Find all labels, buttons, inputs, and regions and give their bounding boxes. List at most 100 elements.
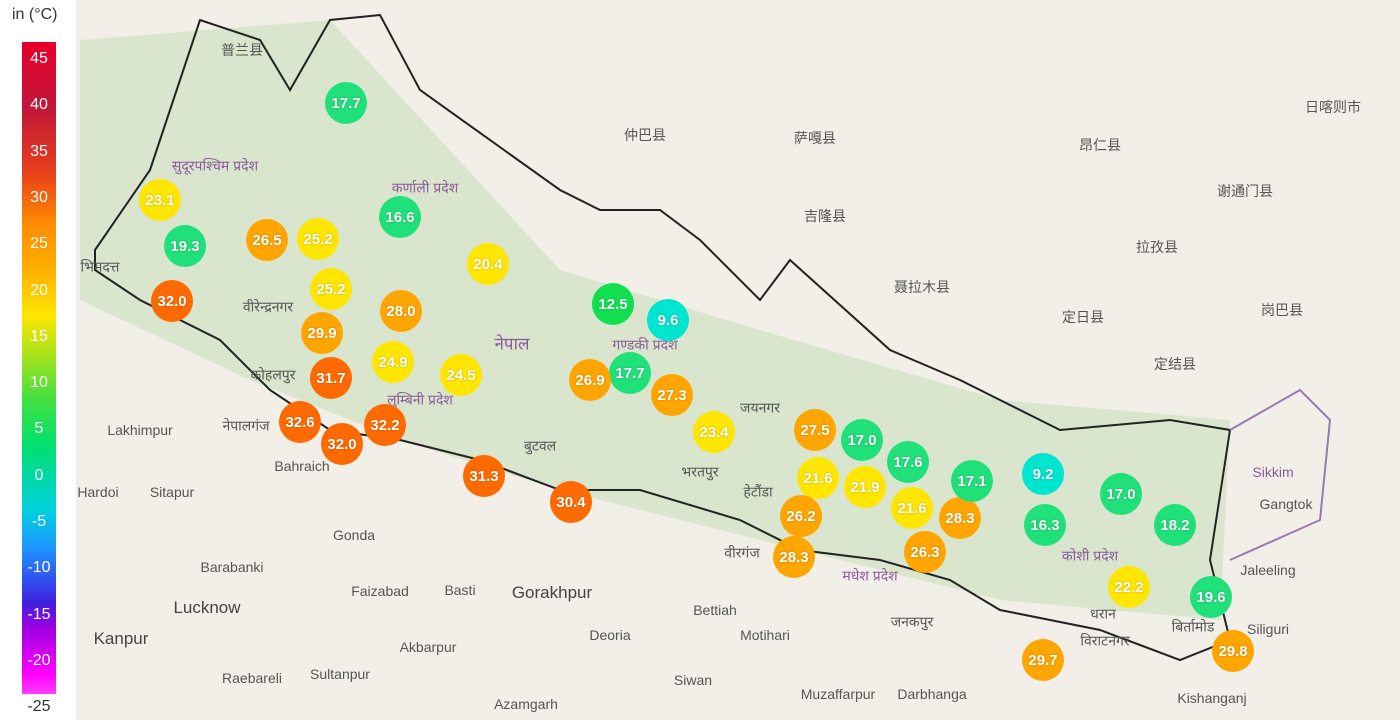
legend-tick: -25 bbox=[22, 698, 56, 717]
station-temperature-marker[interactable]: 28.3 bbox=[939, 497, 981, 539]
station-temperature-marker[interactable]: 32.0 bbox=[321, 423, 363, 465]
place-label: Kishanganj bbox=[1177, 690, 1247, 706]
legend-tick: 35 bbox=[30, 142, 48, 160]
place-label: Sultanpur bbox=[310, 666, 370, 682]
place-label: धरान bbox=[1090, 605, 1116, 622]
station-temperature-marker[interactable]: 31.3 bbox=[463, 455, 505, 497]
place-label: Barabanki bbox=[200, 559, 264, 575]
place-label: Sitapur bbox=[149, 484, 195, 500]
station-temperature-marker[interactable]: 21.9 bbox=[844, 466, 886, 508]
station-temperature-marker[interactable]: 29.9 bbox=[301, 312, 343, 354]
place-label: 吉隆县 bbox=[804, 208, 846, 224]
place-label: Gonda bbox=[332, 527, 376, 543]
place-label: विराटनगर bbox=[1080, 632, 1130, 649]
place-label: 昂仁县 bbox=[1079, 137, 1121, 153]
station-temperature-marker[interactable]: 17.0 bbox=[841, 419, 883, 461]
station-temperature-marker[interactable]: 23.4 bbox=[693, 411, 735, 453]
place-label: Muzaffarpur bbox=[800, 686, 876, 702]
legend-tick: 40 bbox=[30, 96, 48, 114]
station-temperature-marker[interactable]: 24.5 bbox=[440, 354, 482, 396]
place-label: 定日县 bbox=[1062, 309, 1104, 325]
station-temperature-marker[interactable]: 26.9 bbox=[569, 359, 611, 401]
legend-color-scale bbox=[22, 42, 56, 694]
place-label: 聂拉木县 bbox=[894, 279, 950, 295]
place-label: 定结县 bbox=[1154, 356, 1196, 372]
temperature-legend: in (°C) 45 40 35 30 25 20 15 10 5 0 -5 -10 -15 -20 -25 bbox=[0, 0, 76, 720]
station-temperature-marker[interactable]: 27.5 bbox=[794, 409, 836, 451]
place-label: लुम्बिनी प्रदेश bbox=[387, 391, 453, 408]
station-temperature-marker[interactable]: 25.2 bbox=[310, 268, 352, 310]
place-label: कोशी प्रदेश bbox=[1061, 547, 1119, 564]
station-temperature-marker[interactable]: 27.3 bbox=[651, 374, 693, 416]
station-temperature-marker[interactable]: 24.9 bbox=[372, 341, 414, 383]
station-temperature-marker[interactable]: 26.5 bbox=[246, 219, 288, 261]
station-temperature-marker[interactable]: 21.6 bbox=[797, 457, 839, 499]
station-temperature-marker[interactable]: 32.0 bbox=[151, 280, 193, 322]
station-temperature-marker[interactable]: 19.6 bbox=[1190, 576, 1232, 618]
station-temperature-marker[interactable]: 28.3 bbox=[773, 536, 815, 578]
place-label: Lucknow bbox=[173, 598, 241, 617]
legend-unit: in (°C) bbox=[12, 6, 58, 23]
station-temperature-marker[interactable]: 21.6 bbox=[891, 487, 933, 529]
place-label: Bettiah bbox=[693, 602, 737, 618]
station-temperature-marker[interactable]: 16.6 bbox=[379, 196, 421, 238]
station-temperature-marker[interactable]: 17.0 bbox=[1100, 473, 1142, 515]
legend-tick: -15 bbox=[27, 605, 51, 623]
legend-tick: 10 bbox=[30, 374, 48, 392]
legend-tick: -5 bbox=[31, 513, 47, 530]
station-temperature-marker[interactable]: 32.2 bbox=[364, 404, 406, 446]
station-temperature-marker[interactable]: 18.2 bbox=[1154, 504, 1196, 546]
station-temperature-marker[interactable]: 22.2 bbox=[1108, 566, 1150, 608]
legend-tick: 0 bbox=[34, 466, 44, 484]
place-label: Azamgarh bbox=[494, 696, 558, 712]
place-label: 谢通门县 bbox=[1217, 183, 1273, 199]
place-label: भिमदत्त bbox=[80, 258, 120, 275]
place-label: 日喀则市 bbox=[1305, 99, 1361, 115]
legend-tick: -20 bbox=[27, 651, 51, 669]
station-temperature-marker[interactable]: 17.7 bbox=[325, 82, 367, 124]
station-temperature-marker[interactable]: 26.2 bbox=[780, 495, 822, 537]
station-temperature-marker[interactable]: 32.6 bbox=[279, 401, 321, 443]
station-temperature-marker[interactable]: 9.2 bbox=[1022, 453, 1064, 495]
place-label: Akbarpur bbox=[399, 639, 457, 655]
place-label: Kanpur bbox=[93, 629, 149, 648]
place-label: कोहलपुर bbox=[250, 366, 296, 383]
place-label: 萨嘎县 bbox=[794, 130, 836, 146]
place-label: कर्णाली प्रदेश bbox=[391, 179, 459, 196]
station-temperature-marker[interactable]: 23.1 bbox=[139, 179, 181, 221]
station-temperature-marker[interactable]: 12.5 bbox=[592, 283, 634, 325]
station-temperature-marker[interactable]: 29.8 bbox=[1212, 630, 1254, 672]
station-temperature-marker[interactable]: 9.6 bbox=[647, 299, 689, 341]
place-label: 仲巴县 bbox=[624, 127, 666, 143]
place-label: Hardoi bbox=[77, 484, 119, 500]
place-label: बुटवल bbox=[523, 437, 557, 454]
station-temperature-marker[interactable]: 25.2 bbox=[297, 218, 339, 260]
legend-tick: 25 bbox=[30, 235, 48, 253]
legend-tick: 15 bbox=[30, 327, 48, 345]
place-label: 普兰县 bbox=[221, 42, 263, 58]
place-label: सुदूरपश्चिम प्रदेश bbox=[171, 157, 259, 174]
place-label: बिर्तामोड bbox=[1171, 618, 1215, 635]
station-temperature-marker[interactable]: 17.1 bbox=[951, 460, 993, 502]
station-temperature-marker[interactable]: 28.0 bbox=[380, 290, 422, 332]
legend-tick: 5 bbox=[34, 420, 44, 438]
station-temperature-marker[interactable]: 30.4 bbox=[550, 481, 592, 523]
legend-tick: 30 bbox=[30, 188, 48, 206]
place-label: Jaleeling bbox=[1240, 562, 1296, 578]
place-label: Gangtok bbox=[1259, 496, 1313, 512]
station-temperature-marker[interactable]: 19.3 bbox=[164, 225, 206, 267]
place-label: Darbhanga bbox=[897, 686, 967, 702]
station-temperature-marker[interactable]: 17.7 bbox=[609, 352, 651, 394]
station-temperature-marker[interactable]: 29.7 bbox=[1022, 639, 1064, 681]
station-temperature-marker[interactable]: 31.7 bbox=[310, 357, 352, 399]
place-label: Motihari bbox=[740, 627, 790, 643]
place-label: Siwan bbox=[673, 672, 713, 688]
station-temperature-marker[interactable]: 20.4 bbox=[467, 243, 509, 285]
station-temperature-marker[interactable]: 16.3 bbox=[1024, 504, 1066, 546]
place-label: गण्डकी प्रदेश bbox=[612, 336, 678, 353]
station-temperature-marker[interactable]: 17.6 bbox=[887, 441, 929, 483]
place-label: Lakhimpur bbox=[107, 422, 173, 438]
station-temperature-marker[interactable]: 26.3 bbox=[904, 531, 946, 573]
place-label: Bahraich bbox=[274, 458, 330, 474]
place-label: नेपालगंज bbox=[222, 417, 270, 434]
